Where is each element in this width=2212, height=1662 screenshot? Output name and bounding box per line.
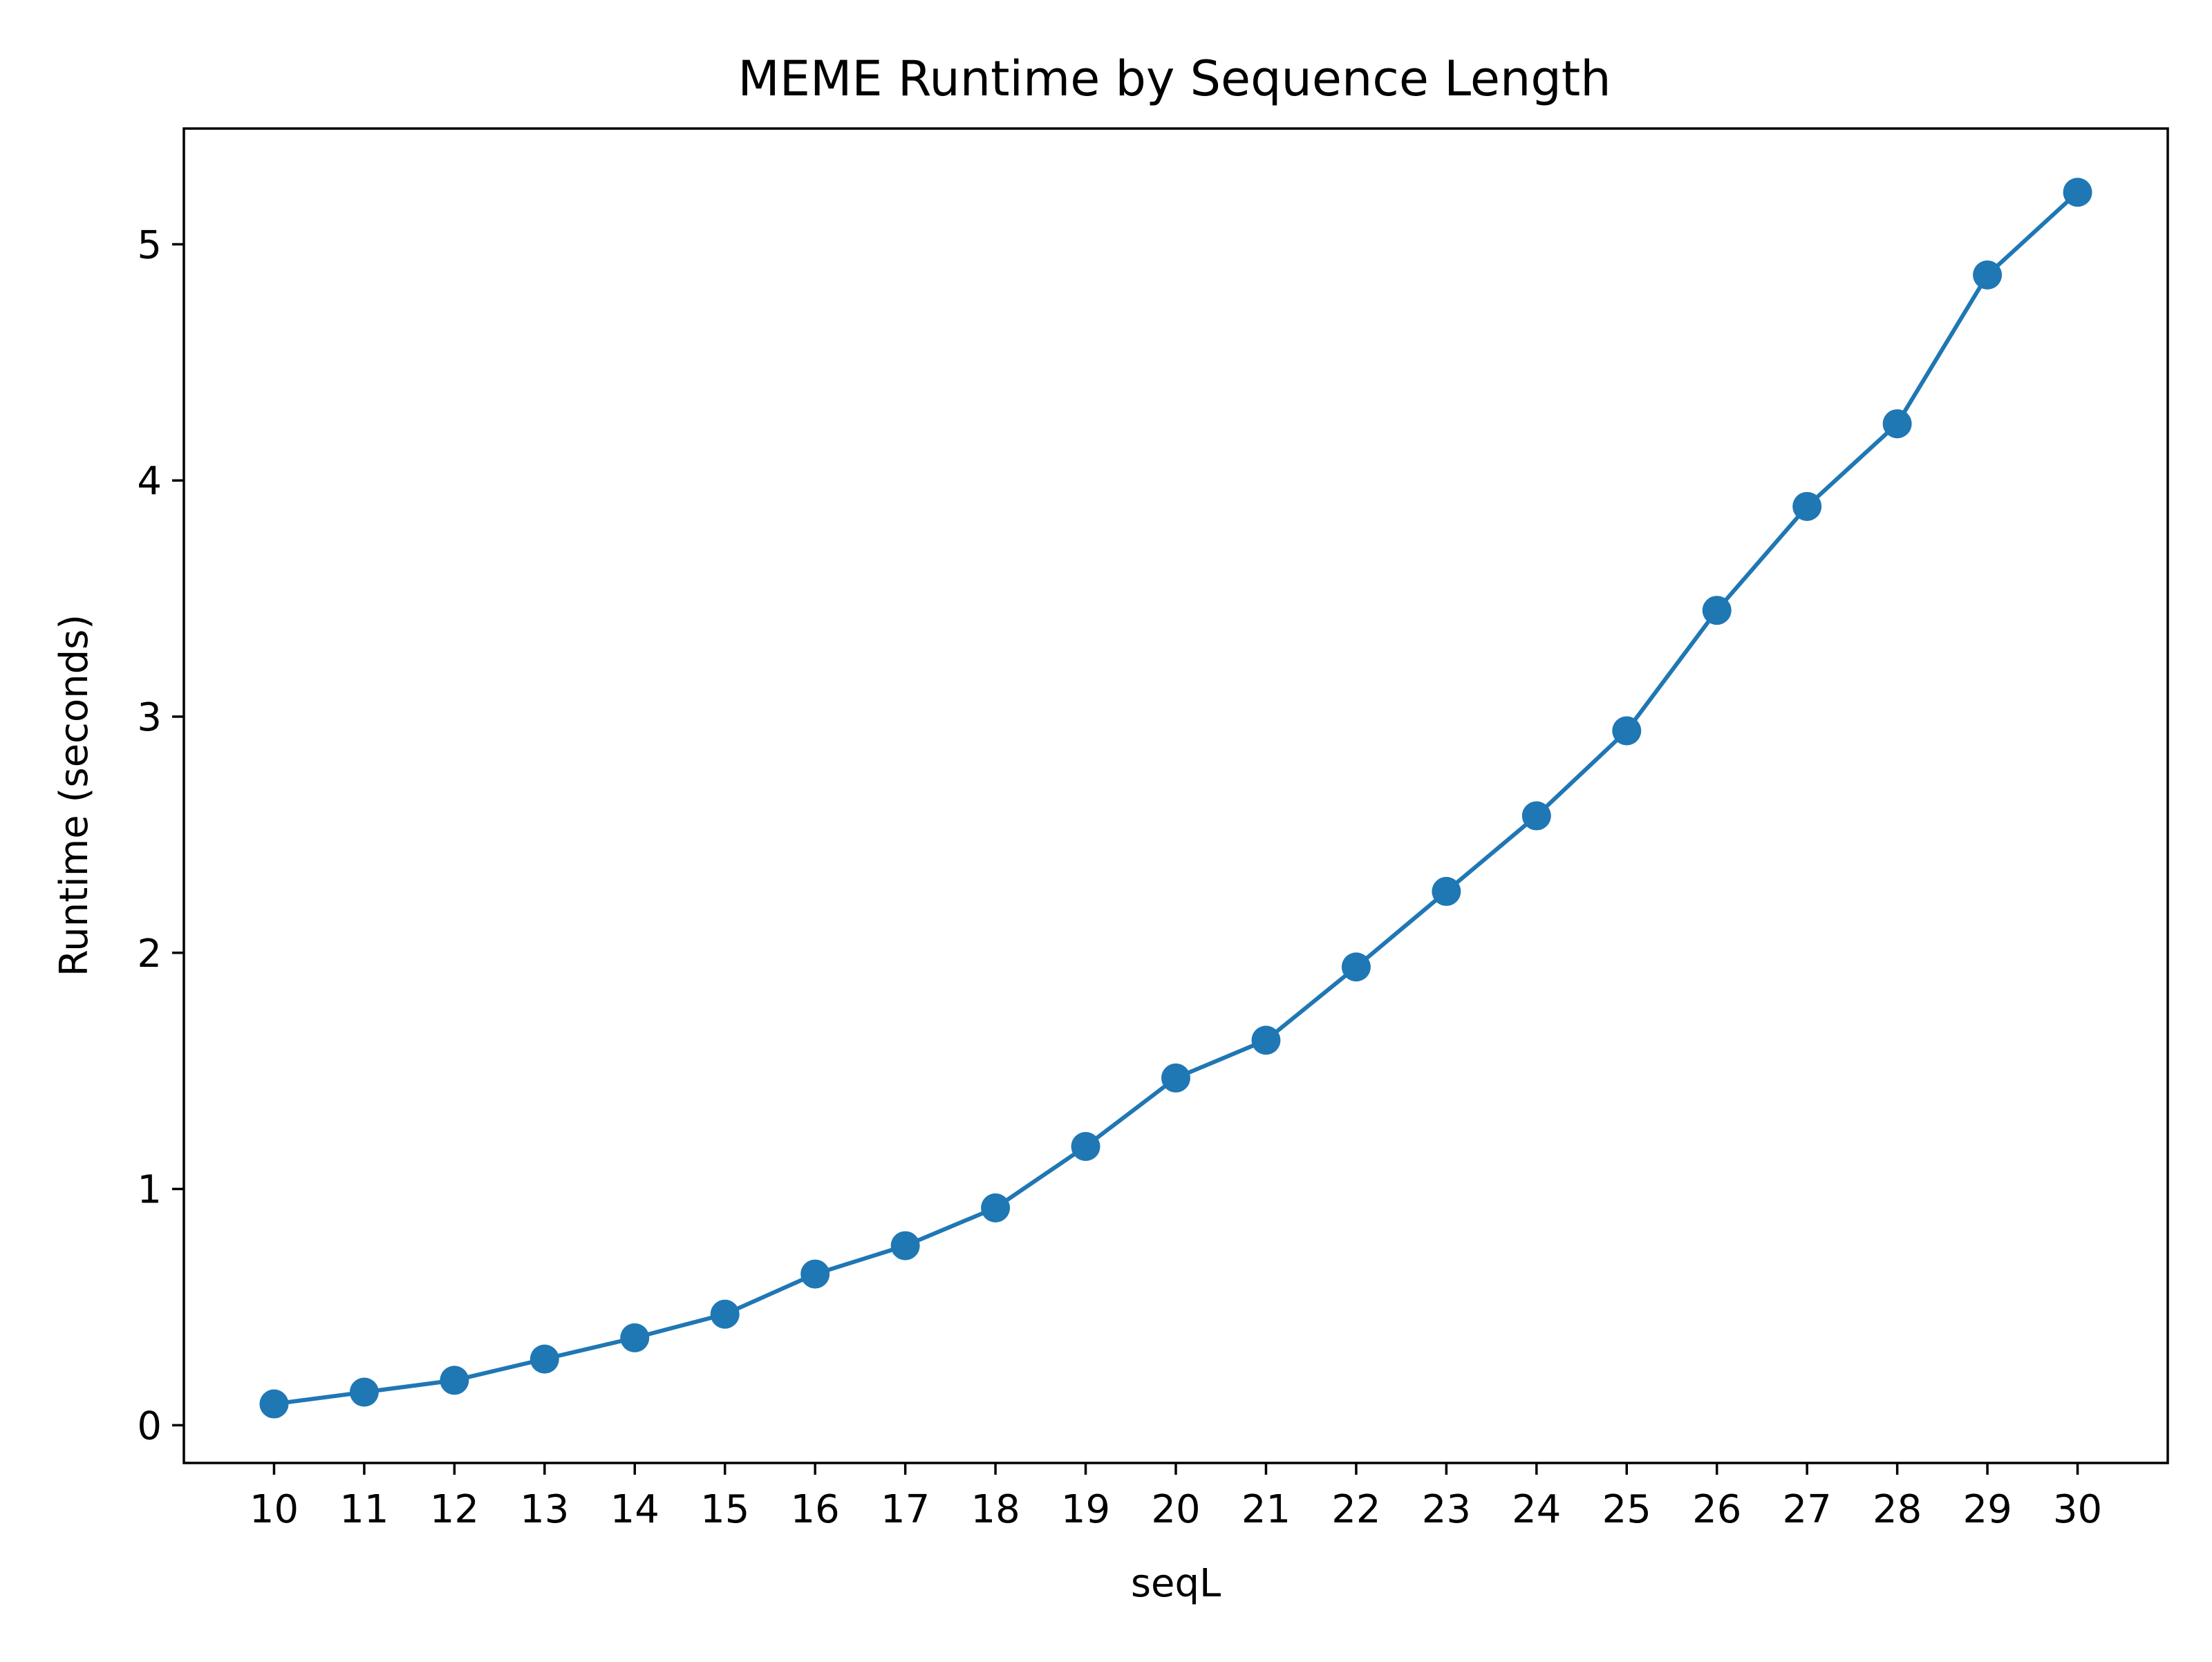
data-point (1341, 952, 1371, 982)
y-axis-label: Runtime (seconds) (52, 614, 97, 976)
x-tick-label: 14 (610, 1487, 659, 1532)
data-point (440, 1366, 469, 1395)
data-point (1792, 491, 1822, 521)
x-tick-label: 22 (1331, 1487, 1380, 1532)
x-tick-label: 21 (1241, 1487, 1291, 1532)
x-tick-label: 27 (1783, 1487, 1832, 1532)
plot-frame (182, 127, 2169, 1464)
data-point (981, 1193, 1011, 1222)
data-point (1612, 716, 1642, 746)
y-tick-label: 2 (137, 932, 162, 976)
x-tick-label: 10 (250, 1487, 299, 1532)
x-tick-label: 18 (971, 1487, 1020, 1532)
x-tick-label: 24 (1512, 1487, 1561, 1532)
data-point (620, 1323, 650, 1352)
x-tick-label: 17 (881, 1487, 930, 1532)
y-tick-label: 0 (137, 1404, 162, 1448)
data-point (349, 1377, 379, 1407)
data-point (1702, 596, 1732, 625)
x-tick-label: 30 (2053, 1487, 2102, 1532)
x-tick-label: 29 (1962, 1487, 2012, 1532)
data-point (710, 1299, 740, 1329)
x-tick-label: 19 (1061, 1487, 1110, 1532)
data-point (259, 1389, 289, 1419)
x-tick-label: 16 (791, 1487, 840, 1532)
data-point (1973, 260, 2003, 290)
x-tick-label: 11 (339, 1487, 388, 1532)
data-point (1882, 409, 1912, 439)
x-tick-label: 12 (430, 1487, 479, 1532)
data-point (890, 1231, 920, 1260)
x-axis-ticks: 10 11 12 13 14 15 16 17 18 19 20 21 22 23 24 25 26 27 28 29… (250, 1463, 2102, 1532)
x-tick-label: 20 (1151, 1487, 1200, 1532)
x-tick-label: 15 (700, 1487, 749, 1532)
y-tick-label: 5 (137, 223, 162, 267)
x-tick-label: 25 (1602, 1487, 1651, 1532)
x-tick-label: 26 (1692, 1487, 1741, 1532)
data-point (1432, 876, 1461, 906)
x-axis-label: seqL (1131, 1561, 1221, 1606)
x-tick-label: 13 (520, 1487, 569, 1532)
data-point (1161, 1063, 1190, 1093)
y-axis-ticks: 0 1 2 3 4 5 (137, 223, 184, 1448)
data-point (1071, 1132, 1100, 1162)
series-markers (259, 178, 2092, 1419)
y-tick-label: 1 (137, 1168, 162, 1213)
x-tick-label: 28 (1873, 1487, 1922, 1532)
y-tick-label: 3 (137, 695, 162, 740)
x-tick-label: 23 (1422, 1487, 1471, 1532)
chart-title: MEME Runtime by Sequence Length (738, 50, 1611, 107)
data-point (1521, 801, 1551, 831)
y-tick-label: 4 (137, 459, 162, 504)
data-point (2063, 178, 2092, 207)
data-point (800, 1259, 830, 1289)
data-point (529, 1344, 559, 1374)
data-point (1251, 1026, 1281, 1055)
